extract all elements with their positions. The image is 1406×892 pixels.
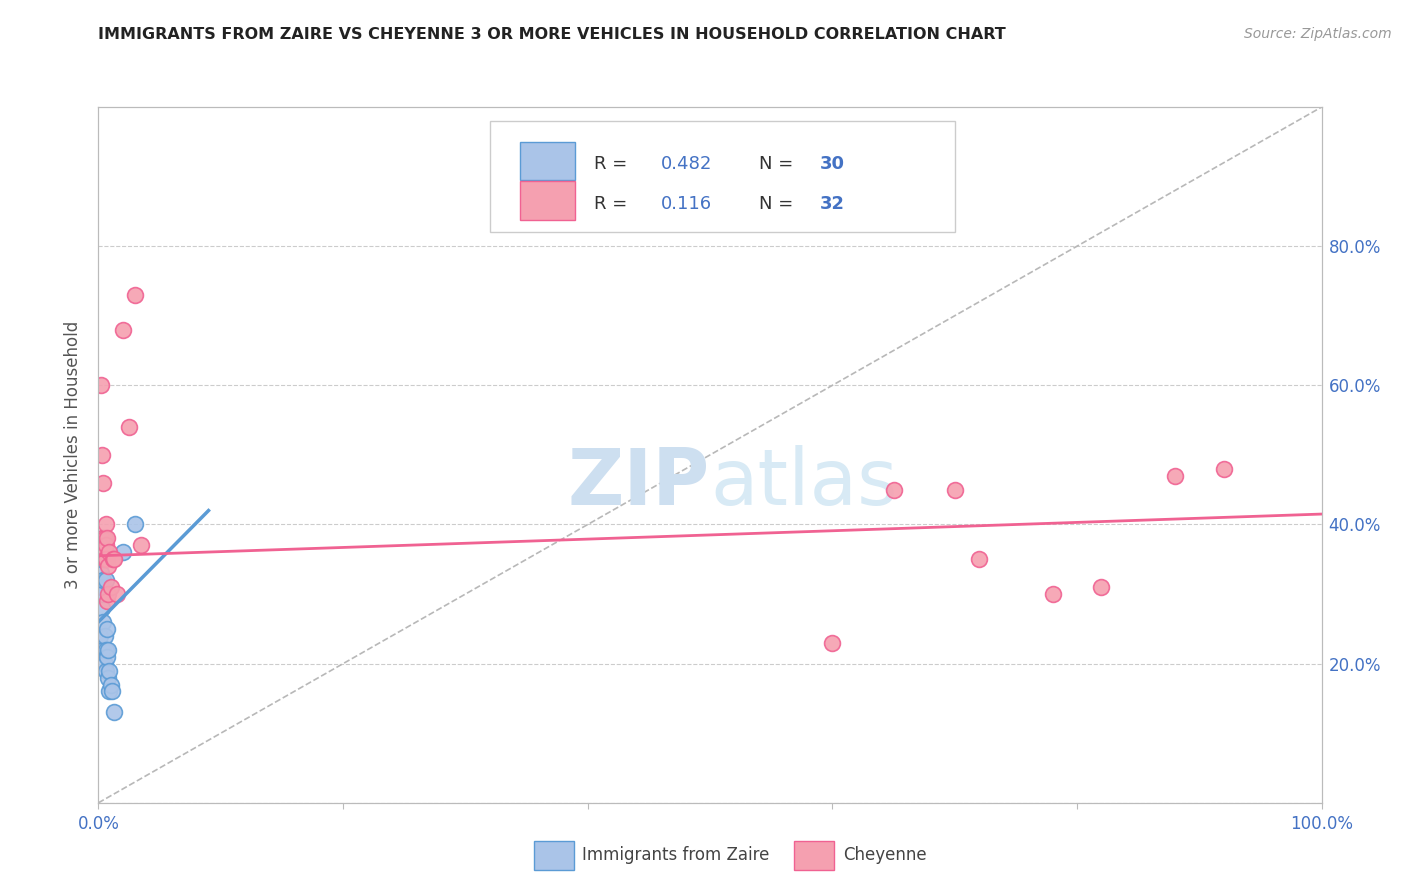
Point <box>91 552 114 566</box>
Point <box>93 552 115 566</box>
Point <box>97 559 120 574</box>
Point <box>91 615 114 629</box>
Point <box>93 532 115 546</box>
Point <box>98 664 121 678</box>
Point <box>91 642 114 657</box>
FancyBboxPatch shape <box>520 181 575 219</box>
Point <box>967 552 990 566</box>
Point <box>98 545 121 559</box>
Text: Immigrants from Zaire: Immigrants from Zaire <box>582 846 769 863</box>
Text: R =: R = <box>593 195 638 213</box>
Point <box>94 664 117 678</box>
Point <box>94 538 117 552</box>
Text: 0.482: 0.482 <box>661 155 713 173</box>
Point <box>129 538 152 552</box>
Text: Source: ZipAtlas.com: Source: ZipAtlas.com <box>1244 27 1392 41</box>
Point <box>91 545 114 559</box>
Point <box>91 587 114 601</box>
Point <box>93 629 115 643</box>
Point <box>103 706 125 720</box>
Point <box>101 552 124 566</box>
Point <box>94 573 117 587</box>
Point <box>93 657 115 671</box>
Point <box>96 552 118 566</box>
Point <box>101 684 124 698</box>
Text: ZIP: ZIP <box>568 445 710 521</box>
Text: 0.116: 0.116 <box>661 195 713 213</box>
Point <box>111 323 134 337</box>
Point <box>100 580 122 594</box>
Point <box>96 649 118 664</box>
Point <box>90 378 112 392</box>
Text: Cheyenne: Cheyenne <box>844 846 927 863</box>
Point <box>91 601 114 615</box>
Point <box>103 552 125 566</box>
Text: N =: N = <box>759 155 799 173</box>
Point <box>91 532 114 546</box>
Point <box>94 517 117 532</box>
Point <box>105 587 128 601</box>
Point <box>1042 587 1064 601</box>
Point <box>91 573 114 587</box>
Point <box>97 671 120 685</box>
Text: R =: R = <box>593 155 633 173</box>
Text: 30: 30 <box>820 155 845 173</box>
FancyBboxPatch shape <box>520 142 575 180</box>
Point <box>883 483 905 497</box>
Point <box>97 587 120 601</box>
Point <box>1212 462 1234 476</box>
Text: N =: N = <box>759 195 799 213</box>
Point <box>90 566 112 581</box>
Point <box>821 636 844 650</box>
Point <box>1090 580 1112 594</box>
Point <box>90 552 112 566</box>
Text: 32: 32 <box>820 195 845 213</box>
Point <box>89 538 111 552</box>
Point <box>111 545 134 559</box>
Text: atlas: atlas <box>710 445 897 521</box>
Point <box>96 532 118 546</box>
Point <box>94 552 117 566</box>
Point <box>93 552 115 566</box>
Point <box>118 420 141 434</box>
FancyBboxPatch shape <box>489 121 955 232</box>
Point <box>124 517 146 532</box>
Text: IMMIGRANTS FROM ZAIRE VS CHEYENNE 3 OR MORE VEHICLES IN HOUSEHOLD CORRELATION CH: IMMIGRANTS FROM ZAIRE VS CHEYENNE 3 OR M… <box>98 27 1007 42</box>
Point <box>89 629 111 643</box>
Point <box>98 684 121 698</box>
Point <box>91 475 114 490</box>
Point <box>91 532 114 546</box>
Point <box>91 448 114 462</box>
Point <box>96 594 118 608</box>
Y-axis label: 3 or more Vehicles in Household: 3 or more Vehicles in Household <box>65 321 83 589</box>
Point <box>94 545 117 559</box>
Point <box>1164 468 1187 483</box>
Point <box>124 288 146 302</box>
Point <box>94 642 117 657</box>
Point <box>90 580 112 594</box>
Point <box>97 642 120 657</box>
Point <box>943 483 966 497</box>
Point <box>96 622 118 636</box>
Point <box>100 677 122 691</box>
